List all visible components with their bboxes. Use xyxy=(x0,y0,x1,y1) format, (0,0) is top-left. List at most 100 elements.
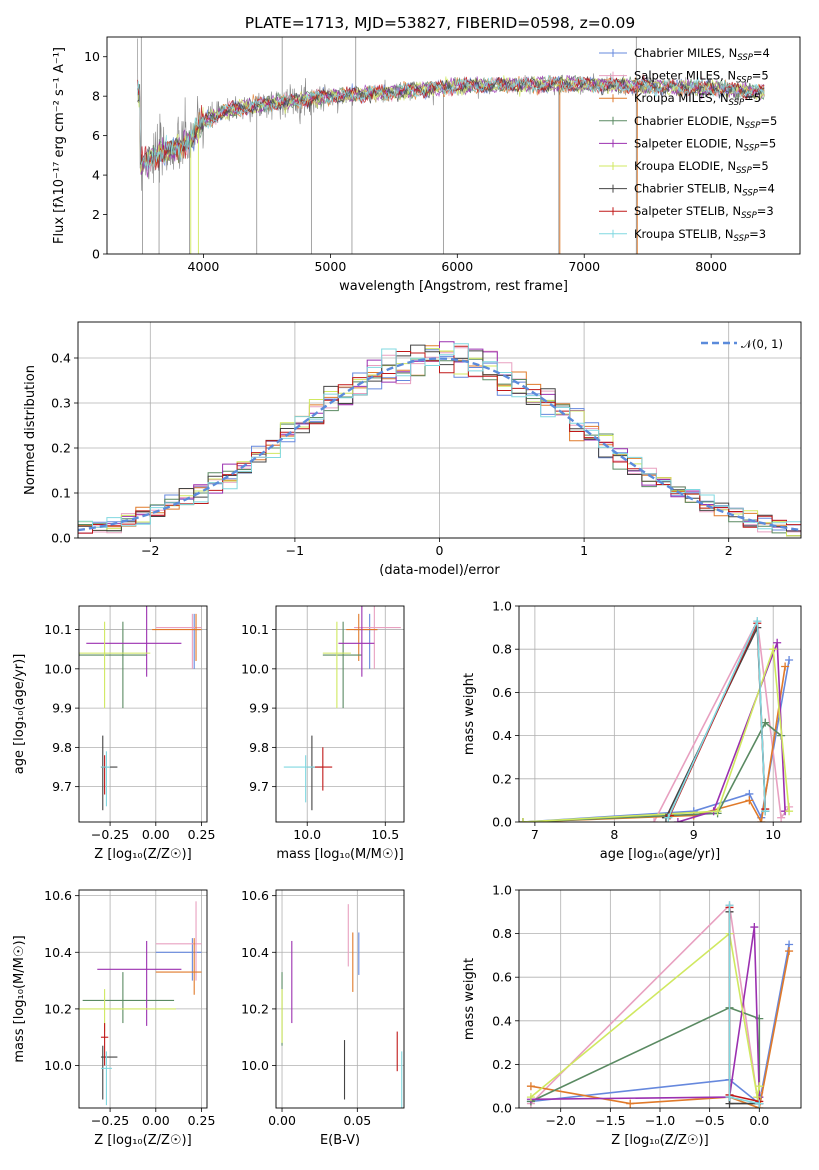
weight-line-k_miles xyxy=(522,666,786,822)
y-tick-label: 0 xyxy=(92,247,100,262)
x-tick-label: 1 xyxy=(580,543,588,558)
legend-sub: SSP xyxy=(734,234,750,244)
histogram-k_stelib xyxy=(78,343,801,530)
mass-vs-Z-panel: −0.25 0.00 0.25 10.0 10.2 10.4 10.6 Z [log₁₀(Z/… xyxy=(12,888,215,1148)
mass-vs-EBV-panel: 0.00 0.05 10.0 10.2 10.4 10.6 E(B-V) xyxy=(241,888,405,1148)
weight-line-s_elodie xyxy=(530,926,761,1101)
x-axis-label: Z [log₁₀(Z/Z☉)] xyxy=(94,1133,191,1148)
legend-sub: SSP xyxy=(742,189,758,199)
axes-frame xyxy=(518,889,802,1109)
y-tick-label: 0.8 xyxy=(492,642,512,657)
weight-line-k_elodie xyxy=(522,648,790,822)
weight-marker-c_elodie xyxy=(761,718,770,727)
x-tick-label: 7000 xyxy=(568,259,600,274)
weight-vs-age-panel: 7 8 9 10 0.0 0.2 0.4 0.6 0.8 1.0 age [log₁₀(age/yr… xyxy=(462,599,802,862)
legend-text: Chabrier STELIB, N xyxy=(634,182,742,196)
weight-marker-k_miles xyxy=(781,662,790,671)
y-tick-label: 9.7 xyxy=(249,779,269,794)
weight-line-c_miles xyxy=(530,944,790,1106)
x-tick-label: −2.0 xyxy=(546,1113,576,1128)
axes-frame xyxy=(518,605,802,823)
y-tick-label: 10 xyxy=(84,49,100,64)
weight-marker-k_elodie xyxy=(519,818,527,822)
legend-text: Salpeter ELODIE, N xyxy=(634,136,744,150)
weight-line-s_stelib xyxy=(669,622,767,816)
x-axis-label: mass [log₁₀(M/M☉)] xyxy=(276,847,403,862)
legend-suffix: =3 xyxy=(749,227,766,241)
plot-area xyxy=(519,617,794,822)
y-tick-label: 10.0 xyxy=(241,1058,269,1073)
y-tick-label: 2 xyxy=(92,207,100,222)
x-tick-label: 10.5 xyxy=(371,827,399,842)
x-tick-label: −0.25 xyxy=(91,1113,129,1128)
y-axis-label: age [log₁₀(age/yr)] xyxy=(12,654,27,775)
y-tick-label: 10.1 xyxy=(241,622,269,637)
weight-marker-k_elodie xyxy=(753,1093,762,1102)
x-tick-label: 0.25 xyxy=(188,827,216,842)
legend-sub: SSP xyxy=(741,211,757,221)
legend-suffix: =5 xyxy=(744,91,761,105)
weight-marker-s_miles xyxy=(650,818,659,822)
legend-suffix: =4 xyxy=(758,182,775,196)
axes-frame xyxy=(78,605,208,823)
y-tick-label: 10.0 xyxy=(241,661,269,676)
plot-area xyxy=(526,901,794,1108)
spectrum-model-k_stelib xyxy=(137,74,765,170)
legend-text: Salpeter MILES, N xyxy=(634,69,736,83)
legend-sub: SSP xyxy=(736,76,752,86)
x-tick-label: −1.5 xyxy=(595,1113,625,1128)
x-axis-label: (data-model)/error xyxy=(379,563,500,578)
weight-marker-s_miles xyxy=(777,813,786,822)
y-tick-label: 10.6 xyxy=(44,888,72,903)
weight-marker-k_stelib xyxy=(753,617,762,626)
plot-area xyxy=(283,606,401,811)
x-tick-label: −1.0 xyxy=(645,1113,675,1128)
plot-area xyxy=(79,901,202,1106)
weight-line-s_miles xyxy=(530,903,761,1105)
x-tick-label: 6000 xyxy=(441,259,473,274)
y-tick-label: 0.4 xyxy=(492,1013,512,1028)
weight-marker-k_stelib xyxy=(725,1093,734,1102)
legend-text: Kroupa STELIB, N xyxy=(634,227,734,241)
y-tick-label: 8 xyxy=(92,89,100,104)
x-axis-label: age [log₁₀(age/yr)] xyxy=(600,847,721,862)
histogram-c_stelib xyxy=(78,344,801,537)
legend-label: Chabrier ELODIE, NSSP=5 xyxy=(634,114,777,131)
y-tick-label: 10.0 xyxy=(44,1058,72,1073)
age-vs-Z-panel: −0.25 0.00 0.25 9.7 9.8 9.9 10.0 10.1 Z [log₁₀(Z… xyxy=(12,605,216,862)
y-tick-label: 10.4 xyxy=(44,945,72,960)
legend-label: Kroupa MILES, NSSP=5 xyxy=(634,91,761,108)
x-tick-label: 0.00 xyxy=(142,827,170,842)
plot-area xyxy=(79,606,202,811)
weight-marker-k_miles xyxy=(745,796,754,805)
legend-suffix: =3 xyxy=(757,204,774,218)
y-tick-label: 0.2 xyxy=(492,771,512,786)
y-axis-label: Normed distribution xyxy=(23,365,38,495)
x-tick-label: 2 xyxy=(725,543,733,558)
axes-frame xyxy=(78,889,208,1109)
x-axis-label: E(B-V) xyxy=(320,1133,360,1148)
x-tick-label: 0.0 xyxy=(749,1113,769,1128)
weight-marker-s_elodie xyxy=(673,818,682,822)
weight-marker-k_elodie xyxy=(713,807,722,816)
x-tick-label: 10.0 xyxy=(293,827,321,842)
y-tick-label: 1.0 xyxy=(492,599,512,614)
weight-marker-c_miles xyxy=(785,656,794,664)
weight-vs-Z-panel: −2.0 −1.5 −1.0 −0.5 0.0 0.0 0.2 0.4 0.6 0.8 1.0 Z [… xyxy=(462,883,802,1148)
y-tick-label: 10.1 xyxy=(44,622,72,637)
legend-sub: SSP xyxy=(729,98,745,108)
legend-suffix: =5 xyxy=(760,114,777,128)
y-tick-label: 9.7 xyxy=(52,779,72,794)
plot-area xyxy=(78,341,801,537)
x-tick-label: 0 xyxy=(436,543,444,558)
x-tick-label: 0.00 xyxy=(142,1113,170,1128)
x-tick-label: 4000 xyxy=(188,259,220,274)
y-tick-label: 0.0 xyxy=(492,815,512,830)
spectrum-model-s_elodie xyxy=(137,74,765,178)
legend-text: Kroupa MILES, N xyxy=(634,91,729,105)
y-tick-label: 4 xyxy=(92,168,100,183)
y-tick-label: 0.0 xyxy=(51,531,71,546)
axes-frame xyxy=(275,605,405,823)
legend-text: Kroupa ELODIE, N xyxy=(634,159,736,173)
